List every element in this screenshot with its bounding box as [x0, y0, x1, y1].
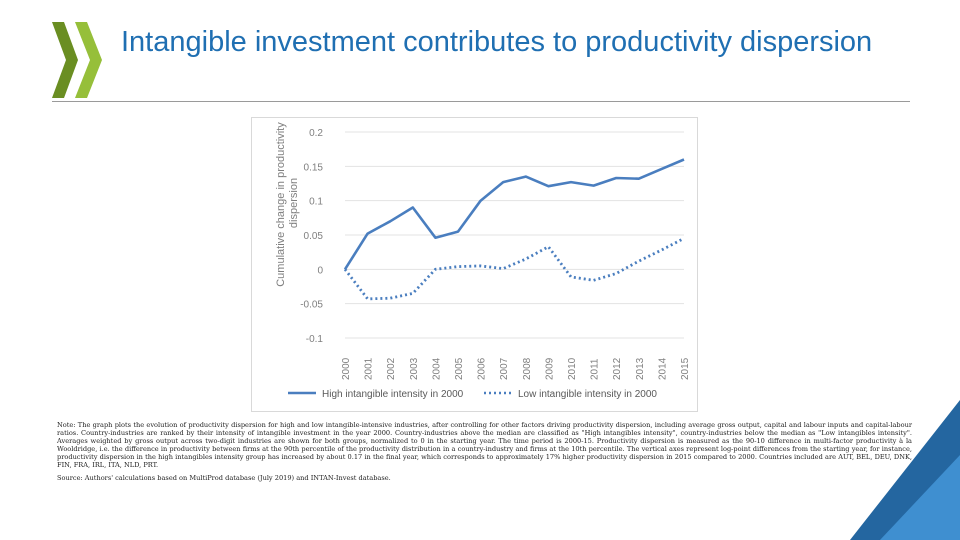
y-axis-label-line-1: Cumulative change in productivity [275, 122, 287, 287]
corner-decoration [850, 400, 960, 540]
y-tick-labels: 0.2 0.15 0.1 0.05 0 -0.05 -0.1 [300, 128, 323, 345]
x-tick-label: 2000 [341, 357, 352, 380]
x-tick-label: 2015 [680, 357, 691, 380]
corner-shape-light [880, 455, 960, 540]
x-tick-label: 2014 [657, 357, 668, 380]
y-tick-label: 0.1 [309, 197, 323, 208]
x-tick-label: 2012 [612, 357, 623, 380]
x-tick-labels: 2000 2001 2002 2003 2004 2005 2006 2007 2008 2009… [341, 357, 691, 380]
y-tick-label: 0 [317, 265, 323, 276]
y-axis-label-line-2: dispersion [288, 178, 300, 228]
y-tick-label: 0.05 [304, 231, 324, 242]
x-tick-label: 2002 [386, 357, 397, 380]
slide-title: Intangible investment contributes to pro… [121, 26, 873, 58]
chart-source: Source: Authors' calculations based on M… [57, 474, 391, 482]
y-tick-label: 0.2 [309, 128, 323, 139]
x-tick-label: 2011 [590, 358, 601, 380]
chart-note: Note: The graph plots the evolution of p… [57, 421, 912, 469]
y-tick-label: -0.1 [306, 334, 324, 345]
series-line-2 [343, 237, 685, 301]
x-tick-label: 2006 [477, 357, 488, 380]
line-chart: Cumulative change in productivity disper… [251, 117, 698, 412]
x-tick-label: 2007 [499, 357, 510, 380]
series-line-1 [343, 158, 685, 270]
y-tick-label: -0.05 [300, 300, 323, 311]
legend-label: High intangible intensity in 2000 [322, 389, 464, 400]
y-axis-label: Cumulative change in productivity disper… [275, 119, 300, 287]
y-tick-label: 0.15 [304, 162, 324, 173]
x-tick-label: 2005 [454, 357, 465, 380]
x-tick-label: 2009 [544, 357, 555, 380]
x-tick-label: 2001 [364, 357, 375, 380]
chart-legend: High intangible intensity in 2000 Low int… [288, 389, 657, 400]
x-tick-label: 2004 [431, 357, 442, 380]
legend-label: Low intangible intensity in 2000 [518, 389, 657, 400]
x-tick-label: 2010 [567, 357, 578, 380]
chevron-logo-icon [52, 22, 102, 98]
chevron-right-shape [75, 22, 102, 98]
x-tick-label: 2003 [409, 357, 420, 380]
chevron-left-shape [52, 22, 78, 98]
x-tick-label: 2013 [635, 357, 646, 380]
title-divider [52, 101, 910, 102]
chart-series [343, 158, 685, 301]
chart-gridlines [345, 131, 684, 339]
x-tick-label: 2008 [522, 357, 533, 380]
